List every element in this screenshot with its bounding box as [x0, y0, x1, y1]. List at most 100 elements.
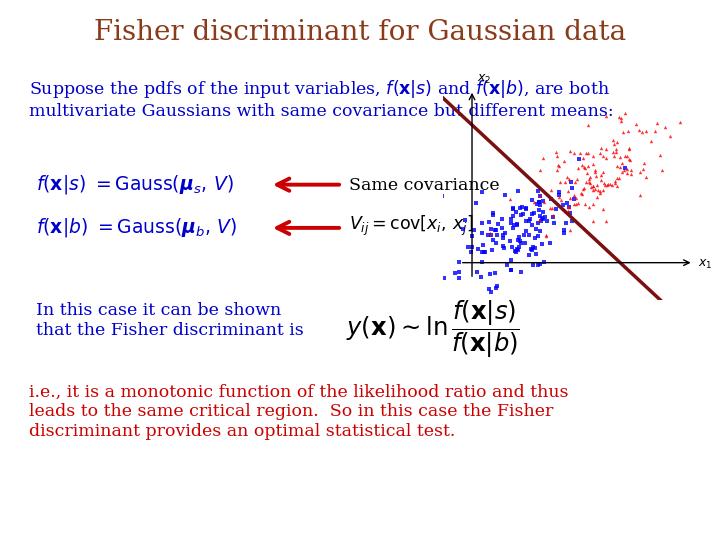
Point	[513, 187, 524, 195]
Point	[514, 237, 526, 245]
Point	[613, 113, 624, 122]
Point	[634, 168, 646, 177]
Point	[654, 151, 665, 159]
Point	[606, 180, 618, 189]
Point	[534, 191, 545, 199]
Point	[634, 126, 645, 134]
Point	[518, 231, 529, 239]
Point	[485, 230, 497, 239]
Point	[611, 137, 623, 146]
Point	[630, 120, 642, 129]
Point	[624, 155, 635, 164]
Point	[595, 176, 607, 185]
Point	[515, 267, 526, 276]
Point	[558, 228, 570, 237]
Point	[453, 267, 464, 276]
Point	[470, 199, 482, 207]
Point	[553, 162, 564, 171]
Point	[577, 184, 589, 192]
Point	[564, 208, 576, 217]
Point	[537, 154, 549, 163]
Point	[508, 212, 519, 221]
Point	[531, 224, 542, 233]
Point	[608, 139, 620, 148]
Point	[621, 165, 632, 173]
Point	[580, 178, 591, 186]
Point	[558, 226, 570, 234]
Point	[504, 237, 516, 245]
Point	[513, 246, 524, 255]
Point	[524, 215, 536, 224]
Point	[563, 175, 575, 184]
Point	[485, 269, 496, 278]
Point	[527, 261, 539, 269]
Point	[477, 258, 488, 266]
Point	[622, 126, 634, 135]
Point	[529, 244, 541, 253]
Point	[497, 215, 508, 224]
Point	[534, 198, 545, 206]
Point	[459, 215, 471, 224]
Point	[498, 231, 509, 240]
Point	[479, 247, 490, 256]
Point	[582, 121, 593, 130]
Point	[581, 169, 593, 178]
Point	[466, 242, 477, 251]
Text: $f(\mathbf{x}|b)\ = \mathrm{Gauss}(\boldsymbol{\mu}_b,\,V)$: $f(\mathbf{x}|b)\ = \mathrm{Gauss}(\bold…	[36, 216, 238, 239]
Point	[611, 174, 623, 183]
Point	[516, 202, 528, 211]
Point	[588, 160, 599, 168]
Point	[566, 183, 577, 192]
Point	[438, 273, 450, 282]
Point	[577, 154, 589, 163]
Point	[568, 195, 580, 204]
Point	[544, 239, 555, 248]
Point	[534, 226, 545, 235]
Point	[637, 165, 649, 173]
Point	[475, 272, 487, 281]
Point	[575, 149, 586, 158]
Point	[588, 185, 599, 194]
Point	[568, 148, 580, 157]
Point	[587, 217, 598, 225]
Point	[568, 191, 580, 199]
Point	[457, 225, 469, 233]
Point	[579, 164, 590, 173]
Point	[546, 204, 557, 212]
Point	[572, 175, 583, 184]
Point	[563, 207, 575, 215]
Point	[534, 201, 546, 210]
Point	[449, 269, 461, 278]
Point	[525, 245, 536, 254]
Point	[570, 193, 582, 202]
Point	[598, 179, 610, 187]
Point	[590, 167, 601, 176]
Point	[559, 178, 571, 187]
Point	[499, 229, 510, 238]
Point	[613, 174, 625, 183]
Point	[597, 186, 608, 194]
Point	[582, 149, 594, 158]
Point	[526, 210, 538, 219]
Point	[589, 185, 600, 193]
Point	[497, 224, 508, 232]
Point	[564, 203, 575, 212]
Point	[553, 193, 564, 201]
Point	[540, 230, 552, 239]
Point	[532, 232, 544, 240]
Point	[595, 144, 607, 153]
Point	[598, 205, 609, 214]
Point	[519, 239, 531, 248]
Point	[538, 215, 549, 224]
Point	[533, 206, 544, 215]
Point	[480, 247, 491, 256]
Text: $x_1$: $x_1$	[698, 258, 713, 271]
Point	[498, 244, 510, 252]
Point	[590, 172, 602, 180]
Point	[485, 288, 497, 296]
Point	[625, 170, 636, 179]
Point	[547, 213, 559, 221]
Point	[540, 232, 552, 240]
Point	[512, 245, 523, 253]
Point	[577, 190, 588, 199]
